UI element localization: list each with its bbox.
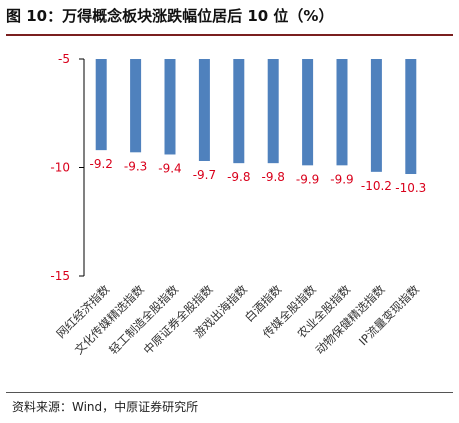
data-label: -9.2 (89, 157, 112, 171)
y-axis: -5 -10 -15 (50, 52, 85, 283)
data-label: -9.8 (261, 170, 284, 184)
data-label: -9.9 (296, 172, 319, 186)
bar-series (95, 59, 417, 175)
bar (130, 59, 142, 153)
data-label: -10.2 (361, 179, 392, 193)
source-rule (6, 392, 453, 393)
category-label: IP流量变现指数 (356, 282, 422, 348)
data-label: -9.7 (193, 168, 216, 182)
figure-title: 图 10：万得概念板块涨跌幅位居后 10 位（%） (6, 7, 334, 25)
bar (233, 59, 245, 164)
data-label: -9.4 (158, 161, 181, 175)
y-tick-label: -10 (50, 161, 70, 175)
data-label: -10.3 (395, 181, 426, 195)
data-label: -9.8 (227, 170, 250, 184)
bar (164, 59, 176, 155)
y-tick-label: -15 (50, 269, 70, 283)
source-note: 资料来源：Wind，中原证券研究所 (12, 400, 199, 414)
title-rule (6, 34, 453, 36)
data-labels: -9.2 -9.3 -9.4 -9.7 -9.8 -9.8 -9.9 -9.9 -10.2 -10… (89, 157, 426, 195)
y-tick-label: -5 (58, 52, 70, 66)
bar (370, 59, 382, 172)
bar (95, 59, 107, 151)
bar-chart: -5-10-15 -9.2 -9.3 -9.4 -9.7 -9.8 -9.8 -9.9 -9.… (50, 52, 426, 357)
bar (336, 59, 348, 166)
bar (198, 59, 210, 161)
bar (302, 59, 314, 166)
bar (405, 59, 417, 175)
data-label: -9.9 (330, 172, 353, 186)
data-label: -9.3 (124, 159, 147, 173)
category-labels: 网红经济指数文化传媒精选指数轻工制造全股指数中原证券全股指数游戏出海指数白酒指数… (54, 282, 423, 357)
bar (267, 59, 279, 164)
